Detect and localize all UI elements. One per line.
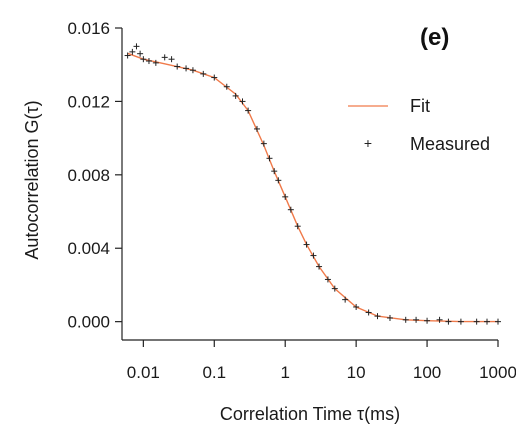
- measured-point: [484, 318, 491, 325]
- y-tick-label: 0.000: [67, 313, 110, 332]
- measured-point: [189, 67, 196, 74]
- measured-point: [260, 140, 267, 147]
- measured-point: [374, 313, 381, 320]
- measured-point: [223, 83, 230, 90]
- measured-point: [124, 52, 131, 59]
- measured-point: [365, 309, 372, 316]
- y-tick-label: 0.012: [67, 92, 110, 111]
- measured-point: [145, 58, 152, 65]
- measured-point: [342, 296, 349, 303]
- x-tick-label: 1000: [479, 363, 516, 382]
- measured-point: [413, 316, 420, 323]
- measured-point: [386, 314, 393, 321]
- y-tick-label: 0.016: [67, 19, 110, 38]
- measured-point: [457, 318, 464, 325]
- measured-point: [402, 316, 409, 323]
- measured-point: [275, 177, 282, 184]
- measured-point: [200, 70, 207, 77]
- measured-point: [445, 318, 452, 325]
- plot-area: [124, 43, 501, 325]
- measured-point: [473, 318, 480, 325]
- measured-point: [239, 98, 246, 105]
- legend-measured-marker: +: [364, 135, 372, 151]
- measured-point: [137, 50, 144, 57]
- measured-point: [183, 65, 190, 72]
- measured-point: [174, 63, 181, 70]
- measured-point: [253, 125, 260, 132]
- x-tick-label: 10: [347, 363, 366, 382]
- x-tick-label: 0.01: [127, 363, 160, 382]
- measured-point: [133, 43, 140, 50]
- measured-point: [271, 168, 278, 175]
- axes: 0.000 0.004 0.008 0.012 0.016 0.01 0.1 1 10 100 10…: [67, 19, 516, 382]
- y-tick-label: 0.008: [67, 166, 110, 185]
- y-axis-title: Autocorrelation G(τ): [22, 100, 42, 259]
- measured-point: [282, 193, 289, 200]
- fit-line: [127, 52, 498, 323]
- measured-point: [245, 107, 252, 114]
- measured-point: [294, 223, 301, 230]
- measured-point: [331, 285, 338, 292]
- measured-point: [129, 48, 136, 55]
- measured-point: [424, 317, 431, 324]
- measured-point: [436, 316, 443, 323]
- measured-point: [353, 303, 360, 310]
- legend: Fit + Measured: [348, 96, 490, 154]
- x-tick-label: 100: [413, 363, 441, 382]
- measured-point: [140, 56, 147, 63]
- y-tick-label: 0.004: [67, 239, 110, 258]
- measured-point: [324, 276, 331, 283]
- legend-measured-label: Measured: [410, 134, 490, 154]
- measured-point: [211, 74, 218, 81]
- measured-point: [168, 56, 175, 63]
- measured-point: [316, 263, 323, 270]
- measured-point: [287, 206, 294, 213]
- measured-point: [152, 59, 159, 66]
- measured-point: [266, 155, 273, 162]
- x-axis-title: Correlation Time τ(ms): [220, 404, 400, 424]
- measured-point: [161, 54, 168, 61]
- x-tick-label: 1: [280, 363, 289, 382]
- measured-point: [310, 252, 317, 259]
- measured-point: [303, 241, 310, 248]
- legend-fit-label: Fit: [410, 96, 430, 116]
- panel-label: (e): [420, 24, 449, 51]
- x-tick-label: 0.1: [202, 363, 226, 382]
- measured-point: [232, 92, 239, 99]
- measured-point: [495, 318, 501, 325]
